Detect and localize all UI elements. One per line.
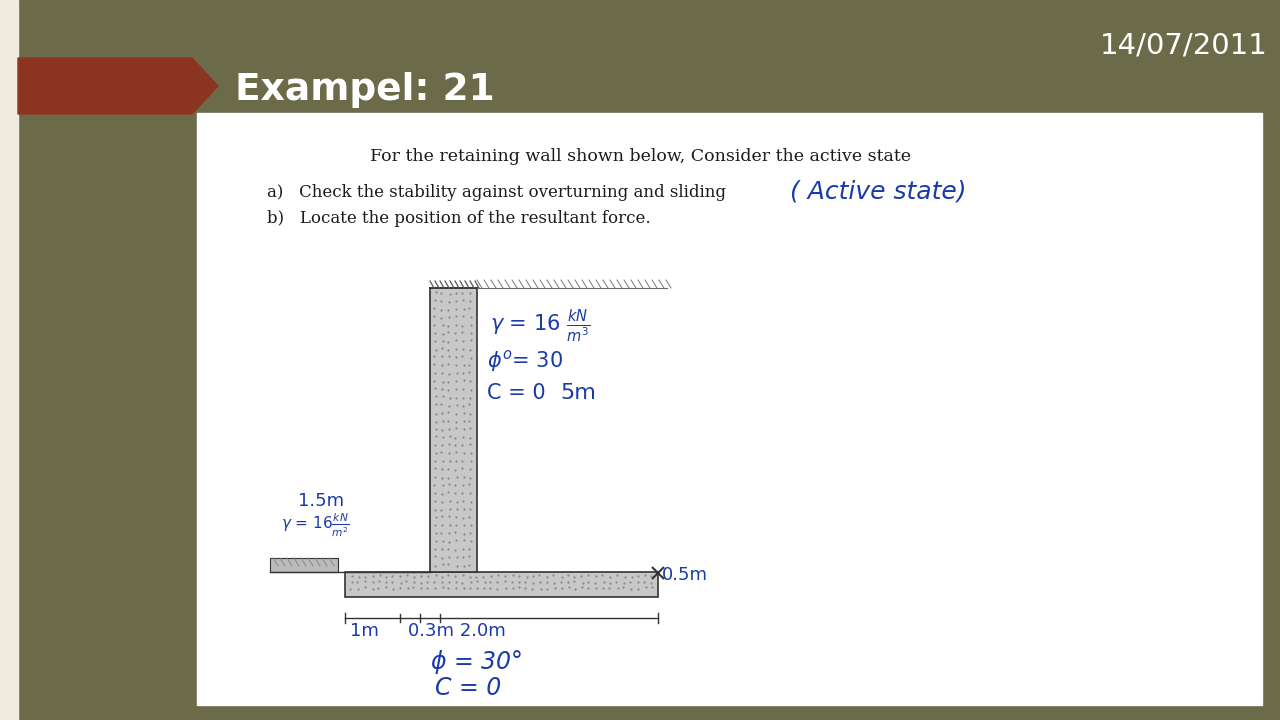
Text: 1m: 1m	[349, 622, 379, 640]
Text: $\mathit{\gamma}$ = 16$\frac{kN}{m^2}$: $\mathit{\gamma}$ = 16$\frac{kN}{m^2}$	[282, 512, 349, 539]
Text: For the retaining wall shown below, Consider the active state: For the retaining wall shown below, Cons…	[370, 148, 910, 165]
Text: $\mathit{\gamma}$ = 16 $\mathit{\frac{kN}{m^3}}$: $\mathit{\gamma}$ = 16 $\mathit{\frac{kN…	[490, 308, 590, 345]
Text: C = 0: C = 0	[435, 676, 502, 700]
Text: 0.5m: 0.5m	[662, 566, 708, 584]
Text: Exampel: 21: Exampel: 21	[236, 72, 495, 108]
Bar	[197, 113, 1262, 705]
Bar	[346, 572, 658, 597]
Text: b)   Locate the position of the resultant force.: b) Locate the position of the resultant …	[268, 210, 650, 227]
Text: $\mathit{\phi}^o$= 30: $\mathit{\phi}^o$= 30	[486, 348, 563, 374]
Bar	[270, 558, 338, 572]
Text: 1.5m: 1.5m	[298, 492, 344, 510]
Bar	[430, 288, 477, 572]
Text: $\phi$ = 30$\degree$: $\phi$ = 30$\degree$	[430, 648, 522, 676]
Text: 5m: 5m	[561, 383, 596, 403]
Text: 0.3m 2.0m: 0.3m 2.0m	[408, 622, 506, 640]
Polygon shape	[18, 58, 218, 114]
Text: C = 0: C = 0	[486, 383, 545, 403]
Text: 14/07/2011: 14/07/2011	[1100, 32, 1268, 60]
Bar	[0, 0, 18, 720]
Text: ( Active state): ( Active state)	[790, 180, 966, 204]
Text: a)   Check the stability against overturning and sliding: a) Check the stability against overturni…	[268, 184, 726, 201]
